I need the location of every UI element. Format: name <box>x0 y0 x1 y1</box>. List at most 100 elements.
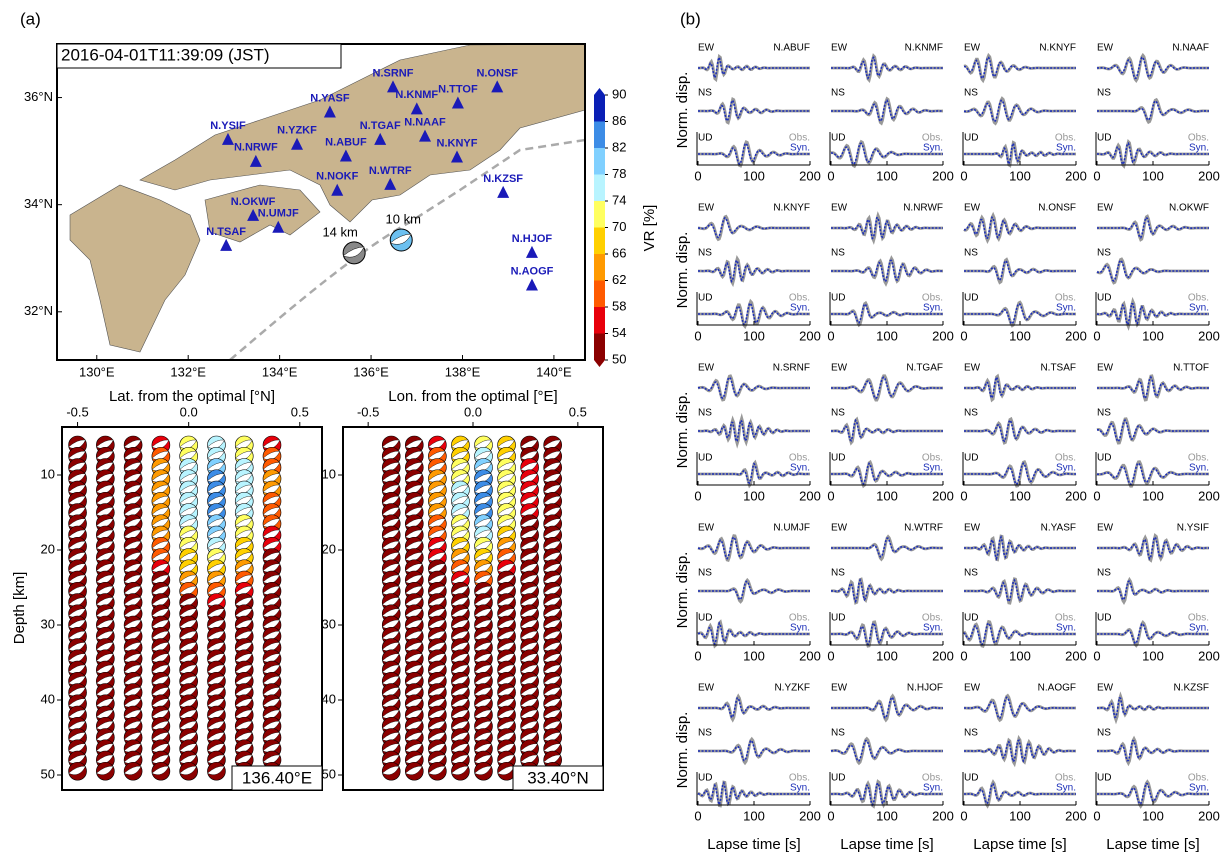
synthetic-trace <box>831 376 943 400</box>
syn-label: Syn. <box>790 463 810 474</box>
station-name: N.TTOF <box>1173 363 1209 374</box>
station <box>497 185 510 198</box>
colorbar-bin <box>594 227 605 254</box>
station-name: N.AOGF <box>1038 683 1076 694</box>
synthetic-trace <box>963 56 1076 80</box>
component-label: UD <box>831 613 845 624</box>
component-label: UD <box>831 133 845 144</box>
y-tick-label: 20 <box>41 541 55 556</box>
syn-label: Syn. <box>923 143 943 154</box>
observed-trace <box>831 534 943 562</box>
x-axis-label: Lat. from the optimal [°N] <box>109 388 275 405</box>
synthetic-trace <box>964 375 1076 400</box>
nodal <box>382 765 400 775</box>
nodal <box>451 765 469 775</box>
component-label: EW <box>831 363 848 374</box>
synthetic-trace <box>831 259 943 283</box>
component-label: UD <box>698 293 712 304</box>
station-label: N.OKWF <box>231 196 276 208</box>
station <box>221 132 234 145</box>
x-tick-label: 0 <box>960 168 967 183</box>
x-tick-label: 0 <box>827 328 834 343</box>
x-tick-label: 200 <box>799 648 821 663</box>
x-tick-label: 0.0 <box>180 404 198 419</box>
x-tick-label: 100 <box>743 328 765 343</box>
station-name: N.HJOF <box>907 683 943 694</box>
x-tick-label: 200 <box>799 328 821 343</box>
x-tick-label: 100 <box>1009 808 1031 823</box>
component-label: EW <box>964 683 981 694</box>
x-tick-label: 100 <box>1009 168 1031 183</box>
component-label: UD <box>698 773 712 784</box>
station <box>331 183 344 196</box>
corner-box <box>512 765 604 791</box>
map-title: 2016-04-01T11:39:09 (JST) <box>61 45 270 64</box>
obs-label: Obs. <box>1055 133 1076 144</box>
x-tick-label: 200 <box>799 808 821 823</box>
y-axis-label: Depth [km] <box>11 572 28 645</box>
colorbar-bin <box>594 121 605 148</box>
x-axis-label: Lapse time [s] <box>1106 836 1199 853</box>
station-label: N.YSIF <box>210 120 246 132</box>
syn-label: Syn. <box>923 463 943 474</box>
station-label: N.TTOF <box>438 83 478 95</box>
component-label: EW <box>698 363 715 374</box>
x-tick-label: 100 <box>743 488 765 503</box>
observed-trace <box>698 736 810 766</box>
y-tick-label: 32°N <box>24 303 53 318</box>
synthetic-trace <box>831 577 943 604</box>
x-tick-label: 200 <box>1198 648 1220 663</box>
synthetic-trace <box>1096 259 1209 282</box>
x-axis-label: Lon. from the optimal [°E] <box>388 388 557 405</box>
x-tick-label: 200 <box>799 488 821 503</box>
synthetic-trace <box>964 418 1076 443</box>
station <box>323 105 336 118</box>
x-tick-label: 0 <box>827 488 834 503</box>
station-label: N.TSAF <box>206 226 246 238</box>
station-label: N.KZSF <box>483 173 523 185</box>
x-tick-label: 100 <box>1142 328 1164 343</box>
synthetic-trace <box>698 302 810 326</box>
y-tick-label: 34°N <box>24 196 53 211</box>
obs-label: Obs. <box>1188 133 1209 144</box>
y-axis-label: Norm. disp. <box>674 232 691 309</box>
station-label: N.ONSF <box>476 67 518 79</box>
syn-label: Syn. <box>1189 783 1209 794</box>
x-tick-label: 100 <box>876 808 898 823</box>
nodal <box>96 765 114 775</box>
component-label: EW <box>964 203 981 214</box>
colorbar-cap <box>594 88 605 95</box>
station <box>339 149 352 162</box>
nodal <box>207 765 225 775</box>
obs-label: Obs. <box>1188 773 1209 784</box>
colorbar-bin <box>594 280 605 307</box>
component-label: UD <box>964 613 978 624</box>
station-label: N.NRWF <box>234 142 278 154</box>
syn-label: Syn. <box>1189 463 1209 474</box>
station <box>410 102 423 115</box>
x-tick-label: 132°E <box>170 364 206 379</box>
y-tick-label: 50 <box>322 766 336 781</box>
synthetic-trace <box>964 534 1076 561</box>
synthetic-trace <box>964 302 1076 325</box>
station <box>291 137 303 150</box>
station-name: N.ABUF <box>773 43 810 54</box>
colorbar-bin <box>594 201 605 228</box>
x-tick-label: 0 <box>827 168 834 183</box>
component-label: NS <box>1097 408 1111 419</box>
component-label: UD <box>831 453 845 464</box>
component-label: UD <box>698 613 712 624</box>
nodal <box>474 765 492 775</box>
component-label: NS <box>831 728 845 739</box>
syn-label: Syn. <box>1056 303 1076 314</box>
station-label: N.KNMF <box>395 89 438 101</box>
synthetic-trace <box>964 739 1076 764</box>
station-label: N.TGAF <box>360 120 401 132</box>
synthetic-trace <box>1097 697 1209 719</box>
synthetic-trace <box>1096 303 1209 326</box>
synthetic-trace <box>698 740 810 762</box>
honshu <box>139 43 586 223</box>
station <box>220 238 233 251</box>
station-name: N.KNYF <box>773 203 810 214</box>
syn-label: Syn. <box>1056 783 1076 794</box>
